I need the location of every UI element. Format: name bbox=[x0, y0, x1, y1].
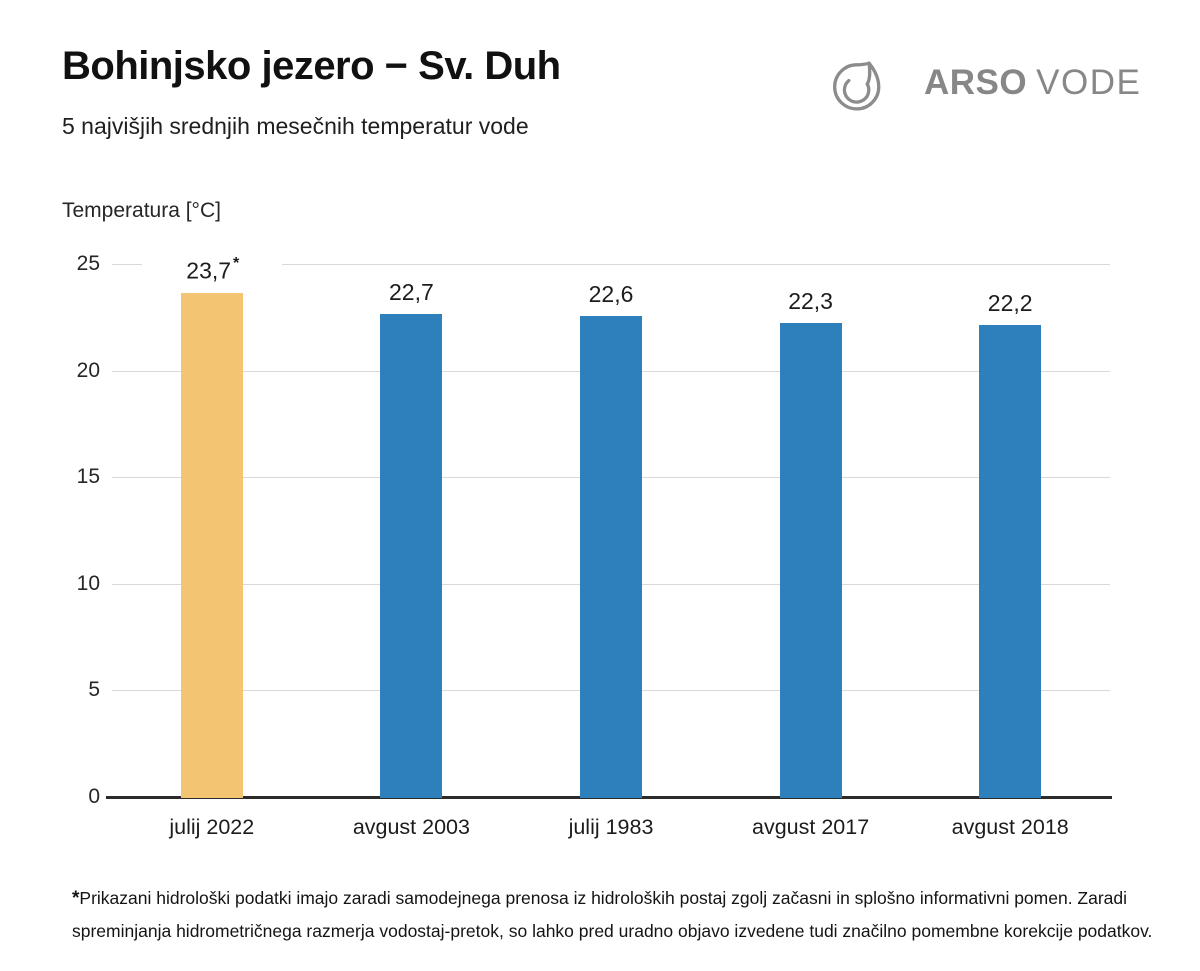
logo-vode: VODE bbox=[1036, 63, 1142, 102]
footnote: *Prikazani hidrološki podatki imajo zara… bbox=[72, 882, 1154, 947]
bar bbox=[779, 322, 842, 798]
bar bbox=[580, 316, 642, 798]
y-axis-title: Temperatura [°C] bbox=[62, 199, 221, 222]
bar-highlighted bbox=[180, 292, 243, 798]
logo-arso: ARSO bbox=[924, 63, 1028, 102]
bar-value-label: 22,2 bbox=[940, 289, 1081, 316]
footnote-text: Prikazani hidrološki podatki imajo zarad… bbox=[72, 888, 1153, 941]
x-tick-label: avgust 2018 bbox=[951, 815, 1069, 839]
gridline bbox=[112, 264, 1110, 265]
y-tick-label: 5 bbox=[88, 678, 100, 702]
bar-value-label: 23,7 * bbox=[141, 252, 282, 284]
footnote-reference-asterisk: * bbox=[233, 254, 240, 273]
x-tick-label: avgust 2003 bbox=[352, 815, 470, 839]
y-tick-label: 20 bbox=[76, 358, 100, 382]
water-drop-icon bbox=[833, 61, 881, 111]
y-tick-label: 0 bbox=[88, 785, 100, 808]
bar-value-label: 22,3 bbox=[740, 287, 881, 314]
y-tick-label: 25 bbox=[76, 252, 100, 275]
logo-wordmark: ARSO VODE bbox=[924, 63, 1141, 103]
arso-vode-logo: ARSO VODE bbox=[828, 54, 1141, 112]
y-tick-label: 15 bbox=[76, 465, 100, 489]
plot-area: 0 5 10 15 20 25 23,7 * julij 2022 22,7 avgust 2003… bbox=[77, 252, 1112, 839]
bar bbox=[979, 324, 1042, 798]
y-tick-label: 10 bbox=[76, 571, 100, 595]
chart-subtitle: 5 najvišjih srednjih mesečnih temperatur… bbox=[62, 113, 529, 139]
bar-value-label: 22,6 bbox=[541, 281, 681, 308]
x-tick-label: julij 1983 bbox=[568, 815, 654, 839]
bar-value-label: 22,7 bbox=[341, 279, 482, 306]
x-tick-label: avgust 2017 bbox=[752, 815, 870, 839]
footnote-marker: * bbox=[72, 888, 80, 909]
x-tick-label: julij 2022 bbox=[169, 815, 255, 839]
bar bbox=[380, 314, 443, 798]
page-title: Bohinjsko jezero − Sv. Duh bbox=[62, 44, 561, 88]
